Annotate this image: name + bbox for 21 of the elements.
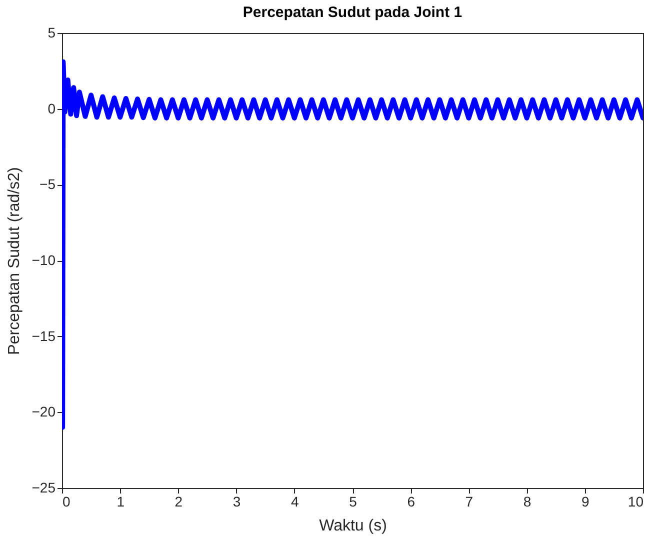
x-tick-label: 9 xyxy=(582,494,590,510)
x-tick-label: 6 xyxy=(407,494,416,510)
y-tick-label: −25 xyxy=(32,480,56,496)
x-tick-label: 3 xyxy=(232,494,241,510)
y-tick-label: 5 xyxy=(48,24,56,40)
y-axis-title: Percepatan Sudut (rad/s2) xyxy=(6,167,23,355)
x-tick-label: 2 xyxy=(174,494,183,510)
y-tick-label: −10 xyxy=(32,252,56,268)
y-tick-label: 0 xyxy=(48,100,56,116)
x-tick-label: 8 xyxy=(523,494,532,510)
x-tick-label: 0 xyxy=(62,494,70,510)
y-tick-label: −15 xyxy=(32,328,56,344)
x-tick-label: 5 xyxy=(349,494,358,510)
x-axis-title: Waktu (s) xyxy=(319,518,387,534)
x-tick-label: 1 xyxy=(116,494,125,510)
y-tick-label: −5 xyxy=(40,176,56,192)
x-tick-label: 10 xyxy=(628,494,644,510)
y-tick-label: −20 xyxy=(32,404,56,420)
chart-title: Percepatan Sudut pada Joint 1 xyxy=(242,4,462,21)
x-tick-label: 7 xyxy=(465,494,474,510)
x-tick-label: 4 xyxy=(291,494,299,510)
